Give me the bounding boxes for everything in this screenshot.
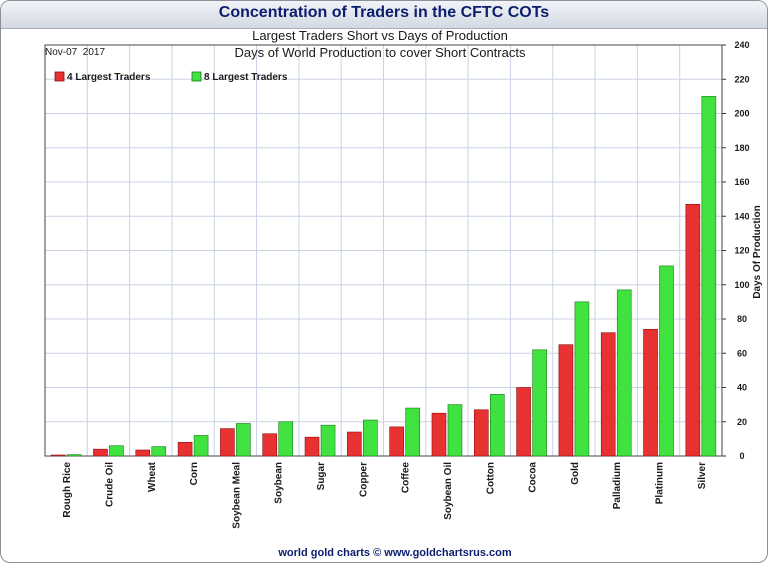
bar-8-largest: Soybean Meal: 19 [236,423,251,457]
bar-4-largest: Cocoa: 40 [516,387,531,457]
bar-4-largest: Cotton: 27 [473,409,489,457]
plot-border [44,44,723,457]
bar-8-largest: Coffee: 28 [405,407,420,457]
bar-8-largest: Palladium: 97 [616,289,632,457]
bar-8-largest: Copper: 21 [363,419,378,457]
bar-8-largest: Sugar: 18 [320,424,336,457]
y-tick-label: 140 [734,211,749,221]
x-tick-label: Crude Oil [104,462,115,507]
footer-credit: world gold charts © www.goldchartsrus.co… [277,547,511,559]
x-tick-label: Corn [189,462,200,485]
x-tick-label: Soybean [274,462,285,504]
legend-swatch [191,71,202,82]
bar-4-largest: Gold: 65 [558,344,574,457]
chart-subtitle: Days of World Production to cover Short … [235,45,526,60]
legend-label: 8 Largest Traders [204,72,288,83]
bar-4-largest: Platinum: 74 [643,328,658,457]
bar-4-largest: Crude Oil: 4 [93,448,108,457]
bar-4-largest: Palladium: 72 [600,332,616,457]
window-title: Concentration of Traders in the CFTC COT… [218,4,550,21]
x-tick-label: Wheat [147,461,158,492]
x-tick-label: Coffee [401,462,412,494]
x-tick-label: Sugar [316,462,327,490]
y-tick-label: 0 [739,451,744,461]
bar-8-largest: Soybean: 20 [278,421,294,457]
x-tick-label: Palladium [612,462,623,509]
bar-8-largest: Cotton: 36 [489,394,505,457]
bar-8-largest: Platinum: 111 [659,265,674,457]
bar-4-largest: Soybean Oil: 25 [431,412,447,457]
x-tick-label: Cocoa [528,462,539,493]
y-tick-label: 40 [737,383,747,393]
bar-4-largest: Silver: 147 [685,203,701,457]
y-tick-label: 220 [734,74,749,84]
date-label: Nov-07 2017 [45,47,105,58]
bar-4-largest: Coffee: 17 [389,426,404,457]
bar-4-largest: Copper: 14 [347,431,362,457]
y-tick-label: 200 [734,109,749,119]
bar-8-largest: Soybean Oil: 30 [447,404,463,457]
bar-4-largest: Corn: 8 [177,441,193,457]
x-tick-label: Rough Rice [62,462,73,518]
y-tick-label: 20 [737,417,747,427]
x-tick-label: Soybean Meal [231,462,242,529]
y-tick-label: 120 [734,246,749,256]
y-tick-label: 160 [734,177,749,187]
window-title-bar: Concentration of Traders in the CFTC COT… [1,1,767,29]
x-tick-label: Copper [358,462,369,497]
bar-8-largest: Gold: 90 [574,301,590,457]
bar-8-largest: Silver: 210 [701,96,717,457]
x-tick-label: Soybean Oil [443,462,454,520]
y-tick-label: 80 [737,314,747,324]
bar-4-largest: Sugar: 11 [304,436,320,457]
bar-8-largest: Rough Rice: 0.8 [66,454,82,457]
x-tick-label: Cotton [485,462,496,494]
y-axis-label: Days Of Production [752,205,763,298]
y-tick-label: 180 [734,143,749,153]
bar-4-largest: Soybean: 13 [262,433,278,457]
legend-label: 4 Largest Traders [67,72,151,83]
y-tick-label: 60 [737,348,747,358]
x-tick-label: Gold [570,462,581,485]
bar-4-largest: Rough Rice: 0.5 [50,454,66,457]
bar-8-largest: Crude Oil: 6 [109,445,124,457]
y-tick-label: 240 [734,40,749,50]
x-tick-label: Platinum [655,462,666,504]
bar-8-largest: Corn: 12 [193,435,209,457]
bar-4-largest: Soybean Meal: 16 [220,428,235,457]
x-tick-label: Silver [697,462,708,489]
bar-8-largest: Cocoa: 62 [532,349,547,457]
y-tick-label: 100 [734,280,749,290]
chart-title: Largest Traders Short vs Days of Product… [252,28,508,43]
bar-4-largest: Wheat: 3.5 [135,449,151,457]
legend-swatch [54,71,65,82]
bar-8-largest: Wheat: 5.5 [151,446,167,457]
